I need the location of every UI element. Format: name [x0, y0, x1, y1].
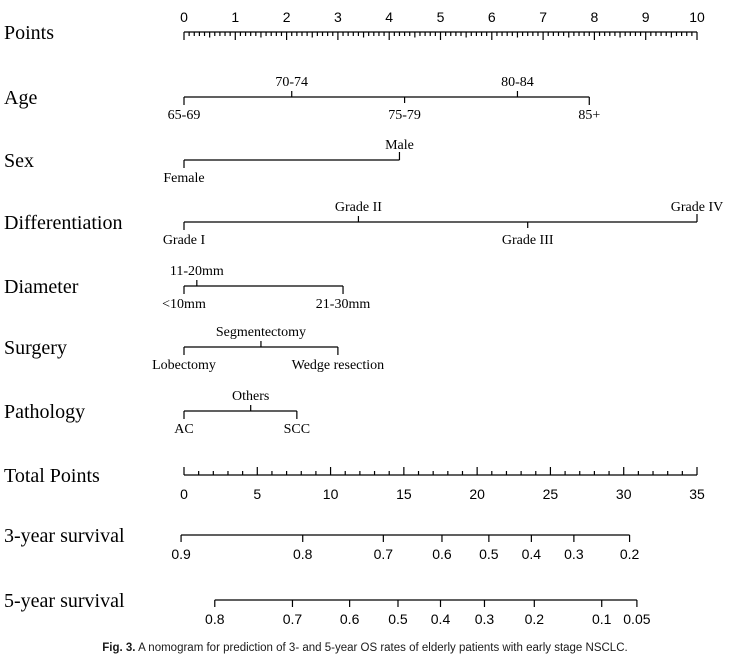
points-tick-label: 1	[231, 9, 239, 25]
5-year-survival-tick-label: 0.8	[205, 611, 225, 627]
3-year-survival-tick-label: 0.9	[171, 546, 191, 562]
points-tick-label: 9	[642, 9, 650, 25]
3-year-survival-tick-label: 0.6	[432, 546, 452, 562]
sex-level-male: Male	[385, 138, 414, 153]
points-tick-label: 2	[283, 9, 291, 25]
differentiation-level-grade-i: Grade I	[163, 233, 206, 248]
row-label-points: Points	[4, 22, 54, 44]
row-label-3-year-survival: 3-year survival	[4, 525, 125, 547]
5-year-survival-tick-label: 0.3	[475, 611, 495, 627]
caption-text: A nomogram for prediction of 3- and 5-ye…	[138, 642, 628, 654]
differentiation-level-grade-iii: Grade III	[502, 233, 554, 248]
5-year-survival-tick-label: 0.1	[592, 611, 612, 627]
row-label-total-points: Total Points	[4, 465, 100, 487]
3-year-survival-tick-label: 0.5	[479, 546, 499, 562]
surgery-level-lobectomy: Lobectomy	[152, 358, 216, 373]
total-points-tick-label: 0	[180, 486, 188, 502]
row-label-diameter: Diameter	[4, 276, 79, 298]
total-points-tick-label: 35	[689, 486, 705, 502]
diameter-level-10mm: <10mm	[162, 297, 206, 312]
surgery-level-segmentectomy: Segmentectomy	[216, 325, 306, 340]
points-tick-label: 3	[334, 9, 342, 25]
row-label-sex: Sex	[4, 150, 34, 172]
sex-level-female: Female	[163, 171, 204, 186]
surgery-level-wedge-resection: Wedge resection	[292, 358, 385, 373]
differentiation-level-grade-ii: Grade II	[335, 200, 382, 215]
pathology-level-scc: SCC	[284, 422, 310, 437]
row-label-surgery: Surgery	[4, 337, 67, 359]
3-year-survival-tick-label: 0.7	[374, 546, 394, 562]
points-tick-label: 8	[591, 9, 599, 25]
figure-caption: Fig. 3. A nomogram for prediction of 3- …	[0, 642, 730, 654]
points-tick-label: 10	[689, 9, 705, 25]
differentiation-level-grade-iv: Grade IV	[671, 200, 723, 215]
total-points-tick-label: 15	[396, 486, 412, 502]
5-year-survival-tick-label: 0.6	[340, 611, 360, 627]
points-tick-label: 4	[385, 9, 393, 25]
age-level-85: 85+	[578, 108, 600, 123]
3-year-survival-tick-label: 0.8	[293, 546, 313, 562]
total-points-tick-label: 25	[543, 486, 559, 502]
age-level-75-79: 75-79	[388, 108, 421, 123]
5-year-survival-tick-label: 0.4	[431, 611, 451, 627]
total-points-tick-label: 20	[469, 486, 485, 502]
pathology-level-others: Others	[232, 389, 269, 404]
total-points-tick-label: 10	[323, 486, 339, 502]
row-label-pathology: Pathology	[4, 401, 85, 423]
row-label-age: Age	[4, 87, 37, 109]
3-year-survival-tick-label: 0.2	[620, 546, 640, 562]
age-level-70-74: 70-74	[275, 75, 308, 90]
5-year-survival-tick-label: 0.5	[388, 611, 408, 627]
age-level-80-84: 80-84	[501, 75, 534, 90]
total-points-tick-label: 30	[616, 486, 632, 502]
5-year-survival-tick-label: 0.7	[283, 611, 303, 627]
pathology-level-ac: AC	[174, 422, 193, 437]
diameter-level-11-20mm: 11-20mm	[170, 264, 224, 279]
points-tick-label: 6	[488, 9, 496, 25]
points-tick-label: 0	[180, 9, 188, 25]
caption-label: Fig. 3.	[102, 642, 136, 654]
diameter-level-21-30mm: 21-30mm	[316, 297, 371, 312]
3-year-survival-tick-label: 0.4	[522, 546, 542, 562]
points-tick-label: 5	[437, 9, 445, 25]
3-year-survival-tick-label: 0.3	[564, 546, 584, 562]
row-label-differentiation: Differentiation	[4, 212, 122, 234]
age-level-65-69: 65-69	[168, 108, 201, 123]
total-points-tick-label: 5	[253, 486, 261, 502]
nomogram-figure: Points 0 1 2 3 4 5 6 7 8 9 10 Age 65-69 70-74 75-79 80-8…	[4, 9, 723, 627]
points-tick-label: 7	[539, 9, 547, 25]
row-label-5-year-survival: 5-year survival	[4, 590, 125, 612]
5-year-survival-tick-label: 0.05	[623, 611, 650, 627]
5-year-survival-tick-label: 0.2	[525, 611, 545, 627]
